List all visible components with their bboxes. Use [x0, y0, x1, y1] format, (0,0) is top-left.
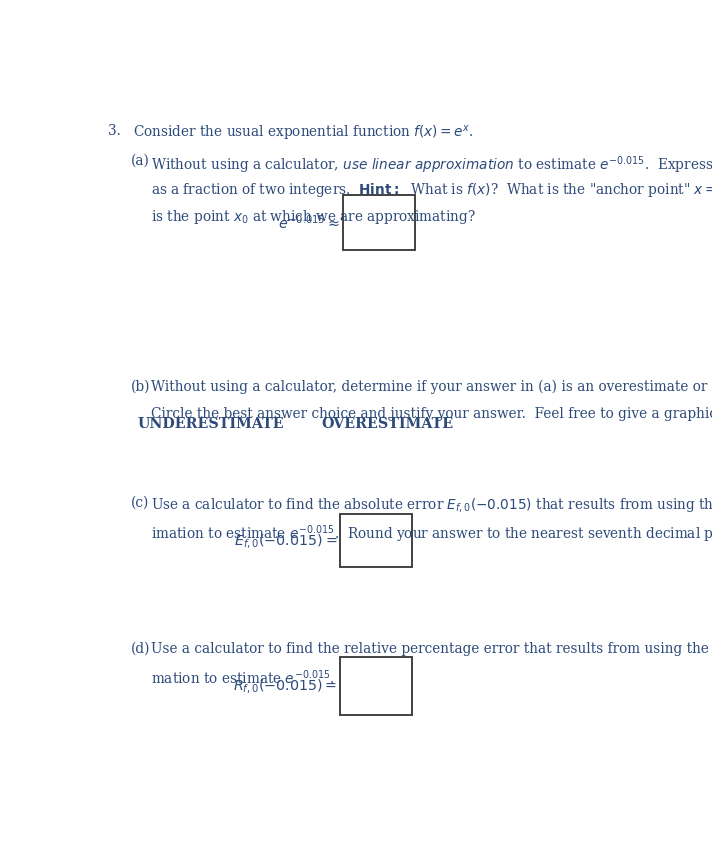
Text: is the point $x_0$ at which we are approximating?: is the point $x_0$ at which we are appro… [152, 209, 476, 226]
Text: Use a calculator to find the absolute error $E_{f,0}(-0.015)$ that results from : Use a calculator to find the absolute er… [152, 496, 712, 514]
Text: Without using a calculator, determine if your answer in (a) is an overestimate o: Without using a calculator, determine if… [152, 379, 712, 394]
Bar [343, 195, 414, 250]
Text: OVERESTIMATE: OVERESTIMATE [321, 417, 453, 431]
Text: UNDERESTIMATE: UNDERESTIMATE [137, 417, 283, 431]
Text: (c): (c) [130, 496, 149, 510]
Text: $E_{f,0}(-0.015) =$: $E_{f,0}(-0.015) =$ [234, 532, 337, 550]
Text: 3.: 3. [108, 124, 121, 138]
Text: imation to estimate $e^{-0.015}$.  Round your answer to the nearest seventh deci: imation to estimate $e^{-0.015}$. Round … [152, 523, 712, 545]
Text: Without using a calculator, $\it{use\ linear\ approximation}$ to estimate $e^{-0: Without using a calculator, $\it{use\ li… [152, 154, 712, 176]
Bar [340, 514, 412, 567]
Text: (b): (b) [130, 379, 150, 394]
Text: mation to estimate $e^{-0.015}$.: mation to estimate $e^{-0.015}$. [152, 669, 335, 687]
Text: (d): (d) [130, 642, 150, 656]
Text: Consider the usual exponential function $f(x) = e^x$.: Consider the usual exponential function … [133, 124, 474, 143]
Bar [340, 657, 412, 715]
Text: as a fraction of two integers.  $\mathbf{Hint:}$  What is $f(x)$?  What is the ": as a fraction of two integers. $\mathbf{… [152, 181, 712, 199]
Text: (a): (a) [130, 154, 150, 168]
Text: $R_{f,0}(-0.015) =$: $R_{f,0}(-0.015) =$ [233, 677, 337, 695]
Text: $e^{-0.015} \approx$: $e^{-0.015} \approx$ [278, 213, 340, 231]
Text: Circle the best answer choice and justify your answer.  Feel free to give a grap: Circle the best answer choice and justif… [152, 406, 712, 420]
Text: Use a calculator to find the relative percentage error that results from using t: Use a calculator to find the relative pe… [152, 642, 712, 656]
